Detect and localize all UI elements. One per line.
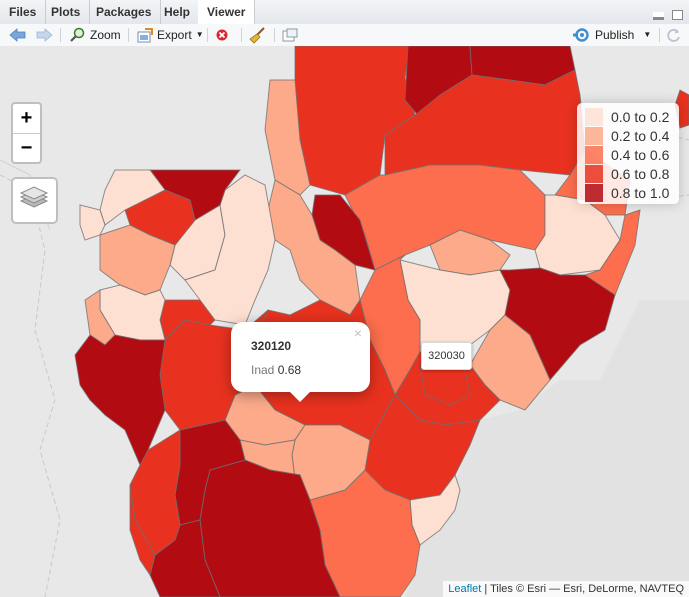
region-popup: × 320120 Inad 0.68 bbox=[231, 322, 370, 402]
back-button[interactable] bbox=[9, 24, 26, 46]
refresh-button[interactable] bbox=[666, 24, 681, 46]
region[interactable] bbox=[74, 334, 166, 467]
zoom-in-button[interactable]: + bbox=[13, 104, 40, 134]
export-dropdown-icon: ▼ bbox=[195, 30, 204, 39]
zoom-label: Zoom bbox=[90, 28, 121, 42]
popup-close-button[interactable]: × bbox=[353, 325, 362, 341]
toolbar-separator bbox=[207, 28, 208, 42]
tab-files[interactable]: Files bbox=[0, 0, 47, 24]
publish-dropdown-icon: ▼ bbox=[643, 30, 652, 39]
popup-region-id: 320120 bbox=[251, 339, 292, 353]
tab-plots[interactable]: Plots bbox=[42, 0, 91, 24]
leaflet-link[interactable]: Leaflet bbox=[448, 583, 482, 595]
back-arrow-icon bbox=[9, 28, 26, 42]
publish-icon bbox=[573, 28, 589, 42]
legend-item: 0.8 to 1.0 bbox=[585, 183, 671, 202]
legend-label: 0.8 to 1.0 bbox=[611, 184, 670, 201]
broom-icon bbox=[249, 27, 265, 44]
toolbar-separator bbox=[60, 28, 61, 42]
legend-swatch bbox=[585, 183, 603, 202]
map-attribution: Leaflet | Tiles © Esri — Esri, DeLorme, … bbox=[443, 581, 689, 597]
region[interactable] bbox=[99, 169, 166, 226]
maximize-pane-icon[interactable] bbox=[672, 10, 683, 20]
legend-label: 0.0 to 0.2 bbox=[611, 108, 670, 125]
toolbar-separator bbox=[241, 28, 242, 42]
map-legend: 0.0 to 0.2 0.2 to 0.4 0.4 to 0.6 0.6 to … bbox=[577, 103, 679, 204]
tab-packages[interactable]: Packages bbox=[87, 0, 162, 24]
toolbar-separator bbox=[274, 28, 275, 42]
forward-button[interactable] bbox=[36, 24, 53, 46]
legend-label: 0.6 to 0.8 bbox=[611, 165, 670, 182]
publish-button[interactable]: Publish ▼ bbox=[573, 24, 651, 46]
minimize-pane-icon[interactable] bbox=[652, 12, 664, 20]
popup-field: Inad 0.68 bbox=[251, 363, 350, 377]
legend-item: 0.0 to 0.2 bbox=[585, 107, 671, 126]
region[interactable] bbox=[264, 79, 311, 196]
attribution-text: | Tiles © Esri — Esri, DeLorme, NAVTEQ bbox=[481, 583, 684, 595]
window-controls bbox=[649, 7, 683, 25]
popup-field-value: 0.68 bbox=[277, 363, 302, 377]
popup-field-label: Inad bbox=[251, 363, 275, 377]
export-label: Export bbox=[157, 28, 192, 42]
zoom-magnifier-icon bbox=[70, 27, 85, 42]
remove-icon bbox=[216, 29, 228, 41]
legend-label: 0.2 to 0.4 bbox=[611, 127, 670, 144]
ocean-area bbox=[0, 300, 689, 597]
legend-swatch bbox=[585, 126, 603, 145]
clear-all-button[interactable] bbox=[249, 24, 267, 46]
popout-button[interactable] bbox=[282, 24, 298, 46]
region[interactable] bbox=[184, 174, 276, 326]
pane-tab-bar: Files Plots Packages Help Viewer bbox=[0, 0, 689, 25]
layers-icon bbox=[19, 186, 49, 208]
toolbar-separator bbox=[659, 28, 660, 42]
legend-item: 0.4 to 0.6 bbox=[585, 145, 671, 164]
tab-viewer[interactable]: Viewer bbox=[198, 0, 256, 25]
tab-help[interactable]: Help bbox=[155, 0, 201, 24]
leaflet-map[interactable]: + − 0.0 to 0.2 0.2 to 0.4 0.4 to 0.6 bbox=[0, 46, 689, 597]
region[interactable] bbox=[384, 69, 586, 176]
publish-label: Publish bbox=[595, 28, 635, 42]
zoom-button[interactable]: Zoom bbox=[69, 24, 121, 46]
refresh-icon bbox=[667, 28, 680, 42]
popup-tip bbox=[289, 391, 311, 402]
legend-swatch bbox=[585, 164, 603, 183]
toolbar-separator bbox=[128, 28, 129, 42]
popout-icon bbox=[282, 28, 298, 42]
viewer-toolbar: Zoom Export ▼ Publish ▼ bbox=[0, 24, 689, 47]
region[interactable] bbox=[499, 267, 616, 381]
export-button[interactable]: Export ▼ bbox=[137, 24, 204, 46]
remove-viewer-button[interactable] bbox=[215, 24, 229, 46]
legend-item: 0.2 to 0.4 bbox=[585, 126, 671, 145]
region[interactable] bbox=[99, 224, 176, 296]
zoom-control: + − bbox=[11, 102, 42, 164]
region-tooltip: 320030 bbox=[421, 342, 472, 370]
layers-control-button[interactable] bbox=[11, 177, 58, 224]
legend-item: 0.6 to 0.8 bbox=[585, 164, 671, 183]
legend-swatch bbox=[585, 107, 603, 126]
legend-label: 0.4 to 0.6 bbox=[611, 146, 670, 163]
export-icon bbox=[137, 27, 153, 42]
forward-arrow-icon bbox=[36, 28, 53, 42]
region[interactable] bbox=[129, 484, 156, 577]
legend-swatch bbox=[585, 145, 603, 164]
zoom-out-button[interactable]: − bbox=[20, 137, 33, 159]
